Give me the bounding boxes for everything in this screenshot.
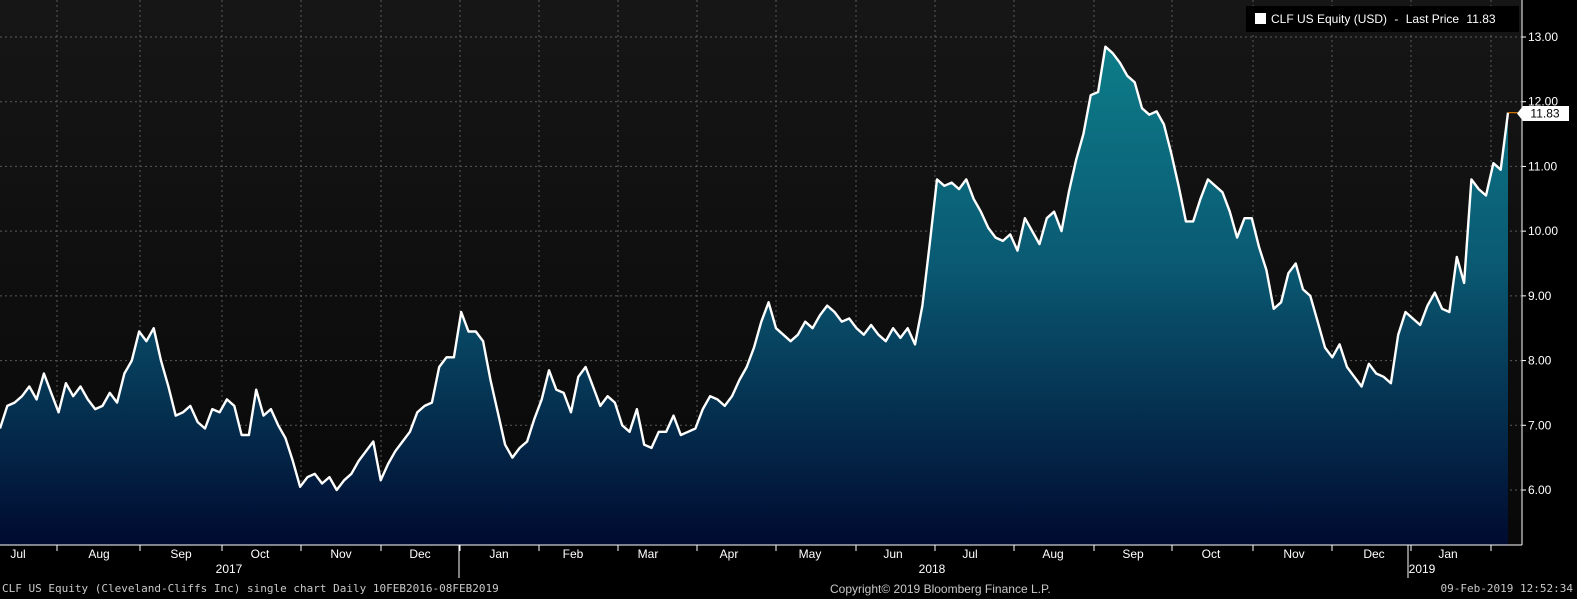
x-month-label: Jun [883,547,902,561]
last-price-tag-value: 11.83 [1530,107,1559,121]
x-axis: Jul Aug Sep Oct Nov Dec Jan Feb Mar Apr May Jun Jul A… [0,544,1522,578]
legend-text: CLF US Equity (USD) - Last Price 11.83 [1271,12,1496,26]
x-month-label: Jul [10,547,25,561]
x-month-label: Dec [1363,547,1384,561]
legend-price-label: Last Price [1406,12,1460,26]
footer-copyright: Copyright© 2019 Bloomberg Finance L.P. [830,582,1051,596]
x-year-label: 2019 [1409,562,1436,576]
x-month-label: Feb [563,547,584,561]
y-axis: 6.00 7.00 8.00 9.00 10.00 11.00 12.00 13.00 [1521,0,1558,545]
x-month-label: Sep [1122,547,1144,561]
x-month-label: Aug [1042,547,1063,561]
legend-series-label: CLF US Equity (USD) [1271,12,1387,26]
x-month-label: Jan [489,547,508,561]
legend: CLF US Equity (USD) - Last Price 11.83 [1246,6,1519,32]
x-month-label: Oct [1202,547,1221,561]
y-tick-label: 9.00 [1528,289,1552,303]
footer-description: CLF US Equity (Cleveland-Cliffs Inc) sin… [2,582,499,595]
legend-separator: - [1394,12,1398,26]
y-tick-label: 11.00 [1528,159,1557,173]
x-month-label: Nov [330,547,351,561]
y-tick-label: 12.00 [1528,95,1558,109]
footer-timestamp: 09-Feb-2019 12:52:34 [1440,582,1573,595]
y-tick-label: 6.00 [1528,483,1552,497]
y-tick-label: 13.00 [1528,30,1558,44]
footer-bar: CLF US Equity (Cleveland-Cliffs Inc) sin… [0,578,1577,599]
x-year-label: 2017 [216,562,243,576]
x-month-label: Dec [409,547,430,561]
x-month-label: Jan [1438,547,1457,561]
x-month-label: Aug [88,547,109,561]
x-month-label: Nov [1283,547,1304,561]
x-year-label: 2018 [919,562,946,576]
y-tick-label: 8.00 [1528,354,1552,368]
last-price-tag: 11.83 [1517,106,1569,121]
y-tick-label: 7.00 [1528,418,1552,432]
price-area [0,46,1508,545]
y-tick-label: 10.00 [1528,224,1558,238]
price-line [0,45,1510,492]
legend-price-value: 11.83 [1466,12,1495,26]
x-month-label: Apr [720,547,739,561]
x-month-label: Sep [170,547,192,561]
x-month-label: May [799,547,822,561]
x-month-label: Mar [638,547,659,561]
x-month-label: Oct [251,547,270,561]
legend-swatch [1255,13,1266,24]
x-month-label: Jul [962,547,977,561]
